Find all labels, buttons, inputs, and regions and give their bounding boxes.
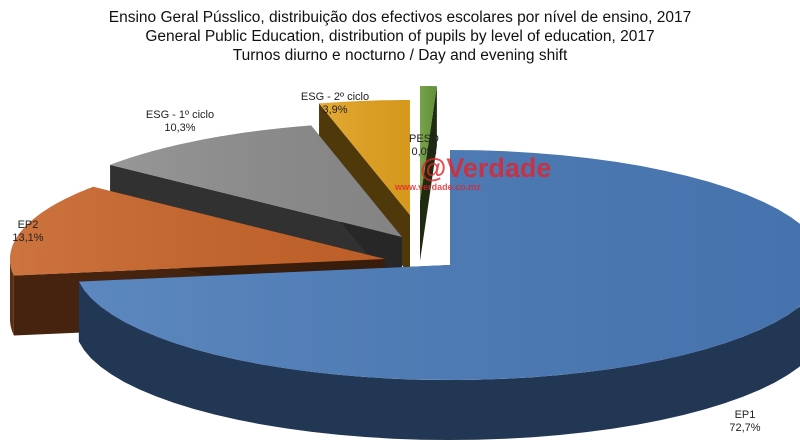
slice-top-ep1 [78, 150, 800, 380]
slice-wall [420, 86, 437, 261]
chart-subtitle: Turnos diurno e nocturno / Day and eveni… [232, 47, 568, 64]
slice-top-pesd [420, 86, 437, 201]
slice-label: EP2 [18, 219, 39, 231]
slice-top-ep2 [10, 186, 385, 276]
slice-label: PESD [409, 133, 439, 145]
slice-top-esg2 [319, 100, 410, 215]
watermark-logo: @Verdade [420, 153, 551, 183]
slice-pesd [420, 86, 437, 261]
watermark-url: www.verdade.co.mz [394, 182, 481, 192]
slice-label: EP1 [735, 409, 756, 421]
slice-side [10, 259, 14, 336]
slice-top-sheen [319, 100, 410, 215]
slice-label: ESG - 2º ciclo [301, 91, 369, 103]
chart-title-pt: Ensino Geral Pússlico, distribuição dos … [108, 9, 692, 26]
slice-top-sheen [10, 186, 385, 276]
slice-value-label: 10,3% [164, 122, 195, 134]
slice-top-sheen [110, 125, 402, 237]
chart-title-en: General Public Education, distribution o… [145, 28, 655, 45]
slice-value-label: 13,1% [12, 232, 43, 244]
slice-top-sheen [420, 86, 437, 201]
slice-side [78, 281, 800, 440]
slice-label: ESG - 1º ciclo [146, 109, 214, 121]
watermark-layer: @Verdade www.verdade.co.mz [394, 153, 551, 192]
slice-value-label: 3,9% [322, 104, 347, 116]
slice-value-label: 0,0% [411, 146, 436, 158]
pie-tops [10, 86, 800, 380]
slice-top-sheen [78, 150, 800, 380]
slice-top-esg1 [110, 125, 402, 237]
slice-value-label: 72,7% [729, 422, 760, 434]
chart-title-block: Ensino Geral Pússlico, distribuição dos … [0, 8, 800, 65]
